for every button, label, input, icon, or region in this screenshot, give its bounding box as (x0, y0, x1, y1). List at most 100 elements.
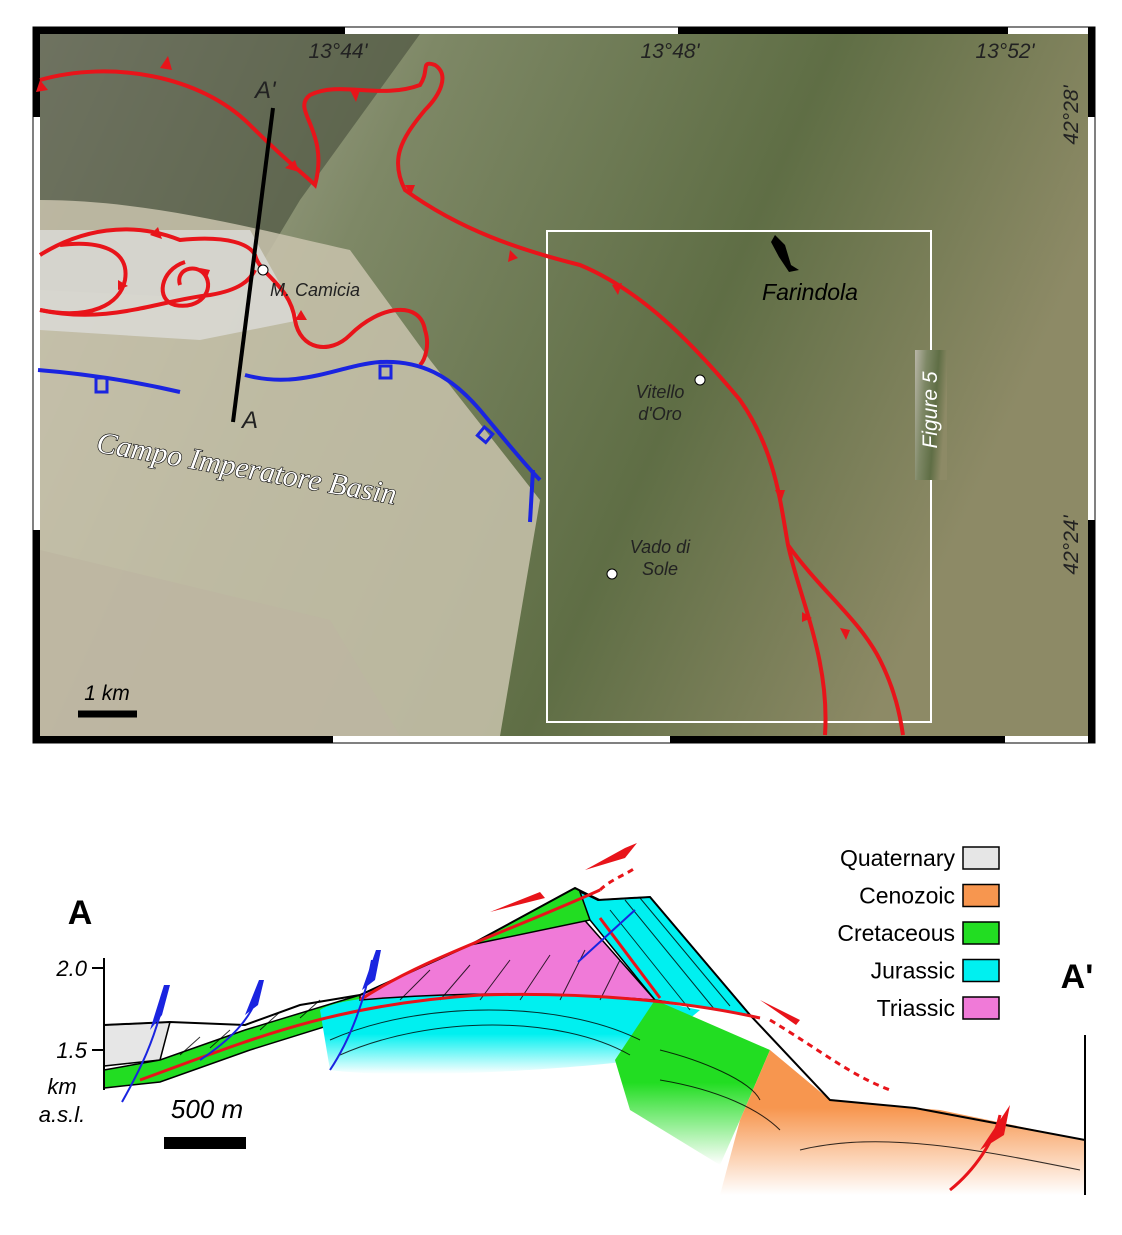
map-feature (103, 886, 1086, 1141)
map-feature (771, 235, 799, 272)
longitude-label: 13°48' (640, 40, 700, 63)
map-feature (786, 543, 905, 736)
map-feature (528, 469, 535, 523)
legend-swatch (962, 921, 1000, 945)
place-label: Vitello (636, 382, 685, 402)
latitude-label: 42°24' (1060, 514, 1083, 574)
map-feature (720, 1050, 1085, 1195)
map-feature (585, 843, 637, 870)
map-feature (802, 612, 812, 622)
map-feature (490, 892, 545, 912)
longitude-label: 13°44' (308, 40, 368, 63)
map-feature (405, 185, 415, 195)
map-feature (678, 27, 1008, 34)
map-feature (475, 424, 495, 445)
map-feature (606, 568, 618, 580)
map-feature (231, 107, 275, 423)
place-label: Sole (642, 559, 678, 579)
group (36, 56, 850, 640)
map-feature (285, 160, 299, 172)
map-feature (612, 283, 622, 295)
map-feature (33, 530, 40, 743)
map-feature (670, 736, 1005, 743)
legend: Quaternary Cenozoic Cretaceous Jurassic Tria… (837, 845, 1000, 1021)
legend-swatch (962, 996, 1000, 1020)
map-feature (94, 376, 109, 394)
map-feature (118, 280, 128, 290)
map-feature (609, 897, 731, 1011)
latitude-label: 42°28' (1060, 84, 1083, 144)
map-feature (33, 27, 40, 117)
map-feature (350, 90, 360, 102)
legend-label: Cenozoic (859, 883, 955, 909)
map-feature (598, 866, 636, 892)
map-feature (33, 736, 333, 743)
group (38, 61, 905, 736)
place-label: Vado di (630, 537, 691, 557)
map-feature (39, 269, 257, 317)
map-feature (399, 949, 621, 1001)
section-end: A' (253, 77, 277, 104)
map-feature (36, 80, 48, 92)
map-feature (769, 1018, 891, 1092)
place-label: d'Oro (638, 404, 681, 424)
map-feature (295, 310, 307, 320)
map-feature (598, 917, 662, 999)
map-feature (760, 1000, 800, 1025)
legend-label: Triassic (877, 995, 955, 1021)
map-feature (39, 241, 128, 316)
section-end: A (240, 407, 258, 434)
map-feature (508, 250, 518, 262)
map-feature (615, 1000, 770, 1165)
group (179, 897, 1081, 1171)
legend-swatch (962, 958, 1000, 983)
map-feature (245, 980, 264, 1015)
map-feature (362, 950, 381, 990)
map-feature (320, 993, 700, 1075)
scale-label: 1 km (84, 682, 130, 705)
map-feature (949, 1114, 1002, 1192)
legend-label: Jurassic (871, 958, 955, 984)
map-feature (39, 61, 828, 736)
elevation-tick: 1.5 (56, 1038, 87, 1063)
map-feature (915, 350, 947, 480)
legend-label: Quaternary (840, 845, 956, 871)
map-feature (257, 264, 269, 276)
map-feature (980, 1105, 1010, 1150)
map-feature (244, 359, 542, 482)
map-feature (659, 1049, 1081, 1171)
map-feature (40, 550, 400, 736)
map-feature (378, 364, 393, 380)
group (490, 843, 1010, 1150)
map-feature (37, 368, 181, 394)
section-end: A (68, 894, 93, 932)
map-feature (139, 992, 761, 1082)
map-feature (179, 999, 321, 1056)
section-end: A' (1061, 958, 1094, 996)
map-feature (38, 227, 430, 367)
elevation-tick: 2.0 (55, 956, 87, 981)
group (150, 950, 381, 1030)
map-feature (160, 260, 211, 308)
longitude-label: 13°52' (975, 40, 1035, 63)
legend-swatch (962, 883, 1000, 908)
section-labels: A A' 2.0 1.5 km a.s.l. 500 m (39, 894, 1094, 1127)
group (37, 359, 542, 523)
inset-label: Figure 5 (919, 371, 942, 448)
map-feature (150, 227, 162, 239)
map: 13°44' 13°48' 13°52' 42°28' 42°24' A' A … (32, 26, 1096, 744)
elevation-unit: km (47, 1074, 76, 1099)
map-feature (1088, 27, 1095, 117)
map-feature (200, 268, 210, 280)
place-label: M. Camicia (270, 280, 360, 300)
map-feature (1088, 520, 1095, 743)
map-feature (33, 27, 345, 34)
cross-section (92, 843, 1086, 1195)
map-feature (577, 909, 636, 963)
group (139, 866, 1002, 1192)
map-feature (150, 985, 170, 1030)
map-feature (775, 490, 785, 502)
map-feature (840, 628, 850, 640)
place-label: Farindola (762, 279, 858, 305)
